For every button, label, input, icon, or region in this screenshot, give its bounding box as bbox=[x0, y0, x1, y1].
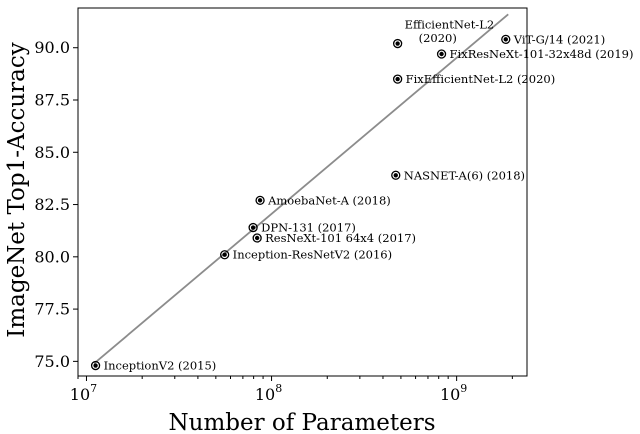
point-label: Inception-ResNetV2 (2016) bbox=[233, 248, 392, 262]
point-label: AmoebaNet-A (2018) bbox=[267, 193, 391, 207]
data-point bbox=[436, 49, 447, 59]
y-tick-label: 82.5 bbox=[34, 195, 70, 214]
point-label: EfficientNet-L2 (2020) bbox=[405, 18, 495, 46]
y-ticks: 75.0 77.5 80.0 82.5 85.0 87.5 90.0 bbox=[34, 38, 78, 371]
y-tick-label: 90.0 bbox=[34, 38, 70, 57]
trend-line bbox=[93, 13, 509, 365]
y-tick-label: 80.0 bbox=[34, 247, 70, 266]
data-point-center bbox=[503, 37, 508, 42]
point-label: ResNeXt-101 64x4 (2017) bbox=[265, 231, 416, 245]
data-point-center bbox=[254, 235, 260, 241]
y-tick-label: 87.5 bbox=[34, 91, 70, 110]
data-point-center bbox=[395, 76, 400, 82]
x-axis-title: Number of Parameters bbox=[169, 410, 436, 434]
point-label: FixResNeXt-101-32x48d (2019) bbox=[450, 47, 634, 61]
y-tick-label: 85.0 bbox=[34, 143, 70, 162]
data-point-center bbox=[222, 252, 227, 257]
point-label: DPN-131 (2017) bbox=[261, 221, 356, 235]
data-point bbox=[255, 195, 265, 206]
points-layer: InceptionV2 (2015) Inception-ResNetV2 (20… bbox=[90, 18, 634, 373]
y-tick-label: 77.5 bbox=[34, 300, 70, 319]
data-point bbox=[220, 250, 230, 260]
data-point bbox=[501, 34, 511, 45]
point-label: NASNET-A(6) (2018) bbox=[404, 168, 525, 182]
trend-line-layer bbox=[93, 13, 509, 365]
data-point-center bbox=[439, 51, 444, 57]
point-label: ViT-G/14 (2021) bbox=[513, 32, 605, 46]
data-point-center bbox=[393, 173, 398, 178]
data-point bbox=[392, 38, 403, 49]
point-label: FixEfficientNet-L2 (2020) bbox=[406, 72, 556, 86]
data-point bbox=[248, 222, 258, 233]
data-point bbox=[90, 360, 101, 371]
x-tick-label: 107 bbox=[70, 382, 97, 404]
point-label: InceptionV2 (2015) bbox=[104, 359, 217, 373]
data-point-center bbox=[395, 41, 400, 46]
data-point-center bbox=[257, 198, 263, 203]
x-tick-label: 109 bbox=[440, 382, 467, 404]
x-ticks: 107 108 109 bbox=[70, 376, 513, 404]
y-tick-label: 75.0 bbox=[34, 352, 70, 371]
data-point-center bbox=[250, 225, 256, 230]
data-point bbox=[391, 170, 401, 180]
axes-frame bbox=[77, 7, 528, 377]
data-point bbox=[252, 233, 262, 243]
plot-frame bbox=[77, 7, 528, 377]
y-axis-title: ImageNet Top1-Accuracy bbox=[4, 42, 30, 338]
data-point-center bbox=[93, 363, 98, 368]
x-tick-label: 108 bbox=[255, 382, 282, 404]
data-point bbox=[392, 74, 403, 84]
